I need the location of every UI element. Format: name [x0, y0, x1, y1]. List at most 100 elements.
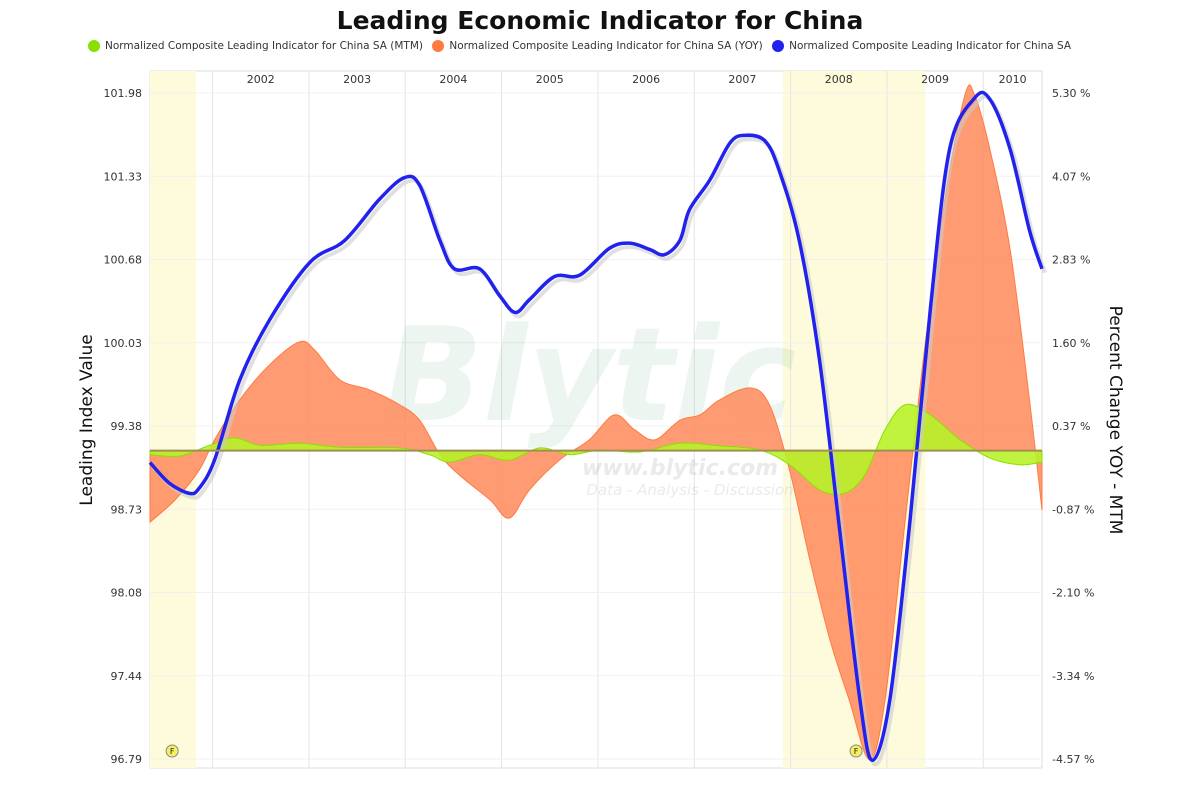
data-point [664, 254, 665, 255]
data-point [479, 454, 480, 455]
data-point [769, 404, 770, 405]
series-area-mtm [149, 403, 1043, 495]
y-tick-label: 101.98 [104, 87, 143, 100]
data-point [150, 462, 151, 463]
y-tick-label: 98.08 [111, 587, 143, 600]
y-axis-title: Leading Index Value [77, 334, 97, 505]
data-point [960, 439, 961, 440]
data-point [569, 454, 570, 455]
x-tick-label: 2008 [825, 73, 853, 86]
event-marker-label: F [854, 747, 859, 756]
data-point [339, 379, 340, 380]
data-point [1029, 230, 1030, 231]
x-tick-label: 2003 [343, 73, 371, 86]
event-marker-icon [165, 744, 179, 758]
data-point [499, 295, 500, 296]
data-point [1019, 464, 1020, 465]
data-point [214, 460, 215, 461]
y2-tick-label: 5.30 % [1052, 87, 1090, 100]
data-point [700, 414, 701, 415]
series-line-index [148, 90, 1044, 763]
data-point [614, 414, 615, 415]
y-tick-label: 100.68 [104, 254, 143, 267]
legend-item-index[interactable]: Normalized Composite Leading Indicator f… [772, 40, 1071, 52]
data-point [719, 445, 720, 446]
y2-tick-label: 2.83 % [1052, 254, 1090, 267]
x-tick-label: 2005 [536, 73, 564, 86]
y2-tick-label: 4.07 % [1052, 170, 1090, 183]
y-tick-label: 96.79 [111, 753, 143, 766]
data-point [799, 240, 800, 241]
y2-axis-title: Percent Change YOY - MTM [1105, 306, 1125, 535]
data-point [419, 420, 420, 421]
data-point [844, 493, 845, 494]
data-point [884, 700, 885, 701]
data-point [884, 429, 885, 430]
data-point [1010, 149, 1011, 150]
data-point [1042, 510, 1043, 511]
data-point [449, 462, 450, 463]
event-marker-icon [849, 744, 863, 758]
data-point [789, 470, 790, 471]
shaded-period [150, 71, 197, 768]
legend-item-yoy[interactable]: Normalized Composite Leading Indicator f… [432, 40, 763, 52]
data-point [209, 445, 210, 446]
data-point [234, 437, 235, 438]
data-point [689, 209, 690, 210]
data-point [679, 240, 680, 241]
data-point [830, 640, 831, 641]
y2-tick-label: -2.10 % [1052, 587, 1094, 600]
data-point [269, 320, 270, 321]
legend-label: Normalized Composite Leading Indicator f… [789, 40, 1072, 52]
data-point [589, 439, 590, 440]
data-point [709, 180, 710, 181]
data-point [454, 268, 455, 269]
data-point [509, 518, 510, 519]
data-point [1029, 400, 1030, 401]
data-point [989, 99, 990, 100]
data-point [679, 443, 680, 444]
legend-swatch-index [772, 40, 785, 52]
data-point [309, 262, 310, 263]
data-point [299, 341, 300, 342]
data-point [399, 447, 400, 448]
data-point [719, 400, 720, 401]
data-point [429, 454, 430, 455]
data-point [839, 530, 840, 531]
x-tick-label: 2002 [247, 73, 275, 86]
y-tick-label: 100.03 [104, 337, 143, 350]
data-point [479, 268, 480, 269]
data-point [1010, 250, 1011, 251]
data-point [515, 312, 516, 313]
data-point [404, 177, 405, 178]
data-point [989, 458, 990, 459]
data-point [199, 470, 200, 471]
data-point [949, 149, 950, 150]
data-point [679, 420, 680, 421]
data-point [1042, 462, 1043, 463]
data-point [819, 359, 820, 360]
data-point [579, 275, 580, 276]
data-point [199, 488, 200, 489]
data-point [872, 760, 873, 761]
data-point [974, 98, 975, 99]
data-point [629, 243, 630, 244]
data-point [314, 350, 315, 351]
y-tick-label: 101.33 [104, 170, 143, 183]
data-point [344, 240, 345, 241]
data-point [150, 454, 151, 455]
x-tick-label: 2010 [999, 73, 1027, 86]
data-point [930, 309, 931, 310]
data-point [859, 699, 860, 700]
data-point [459, 474, 460, 475]
data-point [189, 493, 190, 494]
legend-item-mtm[interactable]: Normalized Composite Leading Indicator f… [88, 40, 423, 52]
data-point [509, 460, 510, 461]
data-point [1042, 268, 1043, 269]
data-point [419, 185, 420, 186]
data-point [729, 143, 730, 144]
y2-tick-label: -3.34 % [1052, 670, 1094, 683]
x-tick-label: 2006 [632, 73, 660, 86]
data-point [439, 240, 440, 241]
